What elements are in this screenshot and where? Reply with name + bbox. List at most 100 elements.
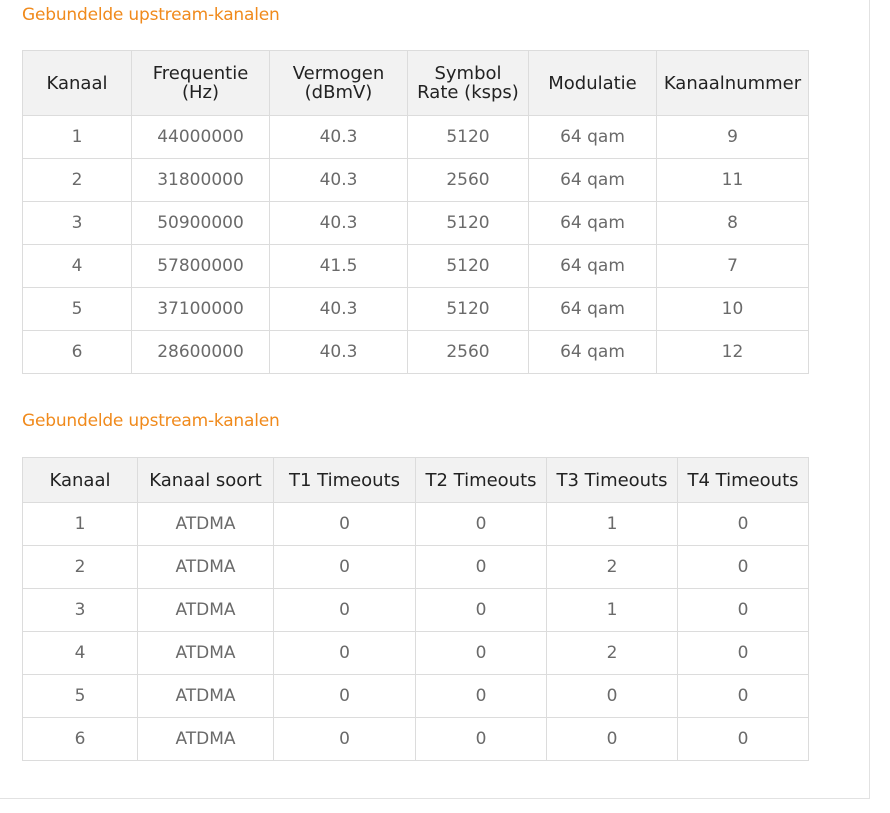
cell-kanaal-soort: ATDMA: [137, 545, 274, 589]
cell-kanaal-soort: ATDMA: [137, 674, 274, 718]
column-header-kanaal-soort: Kanaal soort: [137, 457, 274, 503]
cell-modulatie: 64 qam: [528, 201, 657, 245]
cell-symbol-rate: 5120: [407, 287, 529, 331]
cell-t1-timeouts: 0: [273, 588, 416, 632]
cell-symbol-rate: 5120: [407, 115, 529, 159]
cell-vermogen: 40.3: [269, 115, 408, 159]
cell-vermogen: 41.5: [269, 244, 408, 288]
cell-t1-timeouts: 0: [273, 631, 416, 675]
cell-modulatie: 64 qam: [528, 330, 657, 374]
cell-vermogen: 40.3: [269, 201, 408, 245]
cell-t3-timeouts: 0: [546, 674, 678, 718]
table-row: 6 28600000 40.3 2560 64 qam 12: [22, 330, 809, 374]
cell-kanaal: 4: [22, 244, 132, 288]
cell-kanaalnummer: 10: [656, 287, 809, 331]
cell-vermogen: 40.3: [269, 330, 408, 374]
cell-t2-timeouts: 0: [415, 588, 547, 632]
cell-kanaal: 6: [22, 717, 138, 761]
cell-kanaalnummer: 7: [656, 244, 809, 288]
table-header-row: Kanaal Frequentie (Hz) Vermogen (dBmV) S…: [22, 50, 809, 116]
column-header-modulatie: Modulatie: [528, 50, 657, 116]
cell-t1-timeouts: 0: [273, 717, 416, 761]
cell-symbol-rate: 2560: [407, 330, 529, 374]
column-header-symbol-rate: Symbol Rate (ksps): [407, 50, 529, 116]
cell-frequentie: 28600000: [131, 330, 270, 374]
column-header-frequentie: Frequentie (Hz): [131, 50, 270, 116]
cell-t4-timeouts: 0: [677, 717, 809, 761]
cell-frequentie: 57800000: [131, 244, 270, 288]
cell-kanaal-soort: ATDMA: [137, 717, 274, 761]
cell-t4-timeouts: 0: [677, 631, 809, 675]
cell-t3-timeouts: 2: [546, 631, 678, 675]
cell-modulatie: 64 qam: [528, 115, 657, 159]
cell-t4-timeouts: 0: [677, 588, 809, 632]
cell-kanaal: 5: [22, 287, 132, 331]
cell-symbol-rate: 2560: [407, 158, 529, 202]
table-row: 5 37100000 40.3 5120 64 qam 10: [22, 287, 809, 331]
column-header-t4-timeouts: T4 Timeouts: [677, 457, 809, 503]
column-header-vermogen: Vermogen (dBmV): [269, 50, 408, 116]
cell-modulatie: 64 qam: [528, 244, 657, 288]
table-row: 3 50900000 40.3 5120 64 qam 8: [22, 201, 809, 245]
cell-t3-timeouts: 1: [546, 588, 678, 632]
upstream-channels-table: Kanaal Frequentie (Hz) Vermogen (dBmV) S…: [22, 50, 809, 374]
cell-modulatie: 64 qam: [528, 158, 657, 202]
cell-kanaalnummer: 9: [656, 115, 809, 159]
cell-t4-timeouts: 0: [677, 674, 809, 718]
cell-frequentie: 50900000: [131, 201, 270, 245]
table-row: 6 ATDMA 0 0 0 0: [22, 717, 809, 761]
column-header-t3-timeouts: T3 Timeouts: [546, 457, 678, 503]
column-header-t2-timeouts: T2 Timeouts: [415, 457, 547, 503]
cell-symbol-rate: 5120: [407, 244, 529, 288]
cell-kanaal: 1: [22, 502, 138, 546]
cell-kanaal: 4: [22, 631, 138, 675]
cell-kanaal: 3: [22, 588, 138, 632]
cell-t2-timeouts: 0: [415, 545, 547, 589]
content-panel: Gebundelde upstream-kanalen Kanaal Frequ…: [0, 0, 870, 799]
cell-kanaal: 2: [22, 545, 138, 589]
cell-t1-timeouts: 0: [273, 545, 416, 589]
cell-kanaalnummer: 11: [656, 158, 809, 202]
cell-kanaal: 3: [22, 201, 132, 245]
cell-t4-timeouts: 0: [677, 545, 809, 589]
cell-modulatie: 64 qam: [528, 287, 657, 331]
cell-kanaal: 5: [22, 674, 138, 718]
cell-kanaalnummer: 12: [656, 330, 809, 374]
cell-kanaal-soort: ATDMA: [137, 588, 274, 632]
column-header-kanaalnummer: Kanaalnummer: [656, 50, 809, 116]
cell-kanaal: 2: [22, 158, 132, 202]
cell-t1-timeouts: 0: [273, 674, 416, 718]
cell-t3-timeouts: 0: [546, 717, 678, 761]
column-header-kanaal: Kanaal: [22, 50, 132, 116]
cell-frequentie: 37100000: [131, 287, 270, 331]
table-row: 5 ATDMA 0 0 0 0: [22, 674, 809, 718]
cell-kanaal-soort: ATDMA: [137, 631, 274, 675]
cell-t3-timeouts: 1: [546, 502, 678, 546]
cell-t2-timeouts: 0: [415, 631, 547, 675]
cell-t3-timeouts: 2: [546, 545, 678, 589]
cell-t2-timeouts: 0: [415, 674, 547, 718]
cell-t2-timeouts: 0: [415, 717, 547, 761]
cell-frequentie: 31800000: [131, 158, 270, 202]
table-row: 3 ATDMA 0 0 1 0: [22, 588, 809, 632]
upstream-timeouts-table: Kanaal Kanaal soort T1 Timeouts T2 Timeo…: [22, 457, 809, 761]
column-header-kanaal: Kanaal: [22, 457, 138, 503]
cell-vermogen: 40.3: [269, 158, 408, 202]
cell-kanaal: 6: [22, 330, 132, 374]
table-row: 2 ATDMA 0 0 2 0: [22, 545, 809, 589]
cell-t2-timeouts: 0: [415, 502, 547, 546]
section-title-upstream-timeouts: Gebundelde upstream-kanalen: [22, 411, 280, 431]
table-row: 2 31800000 40.3 2560 64 qam 11: [22, 158, 809, 202]
table-row: 4 57800000 41.5 5120 64 qam 7: [22, 244, 809, 288]
cell-kanaal-soort: ATDMA: [137, 502, 274, 546]
table-header-row: Kanaal Kanaal soort T1 Timeouts T2 Timeo…: [22, 457, 809, 503]
cell-t4-timeouts: 0: [677, 502, 809, 546]
table-row: 4 ATDMA 0 0 2 0: [22, 631, 809, 675]
section-title-upstream-channels: Gebundelde upstream-kanalen: [22, 5, 280, 25]
table-row: 1 44000000 40.3 5120 64 qam 9: [22, 115, 809, 159]
cell-t1-timeouts: 0: [273, 502, 416, 546]
cell-frequentie: 44000000: [131, 115, 270, 159]
cell-symbol-rate: 5120: [407, 201, 529, 245]
cell-kanaalnummer: 8: [656, 201, 809, 245]
column-header-t1-timeouts: T1 Timeouts: [273, 457, 416, 503]
